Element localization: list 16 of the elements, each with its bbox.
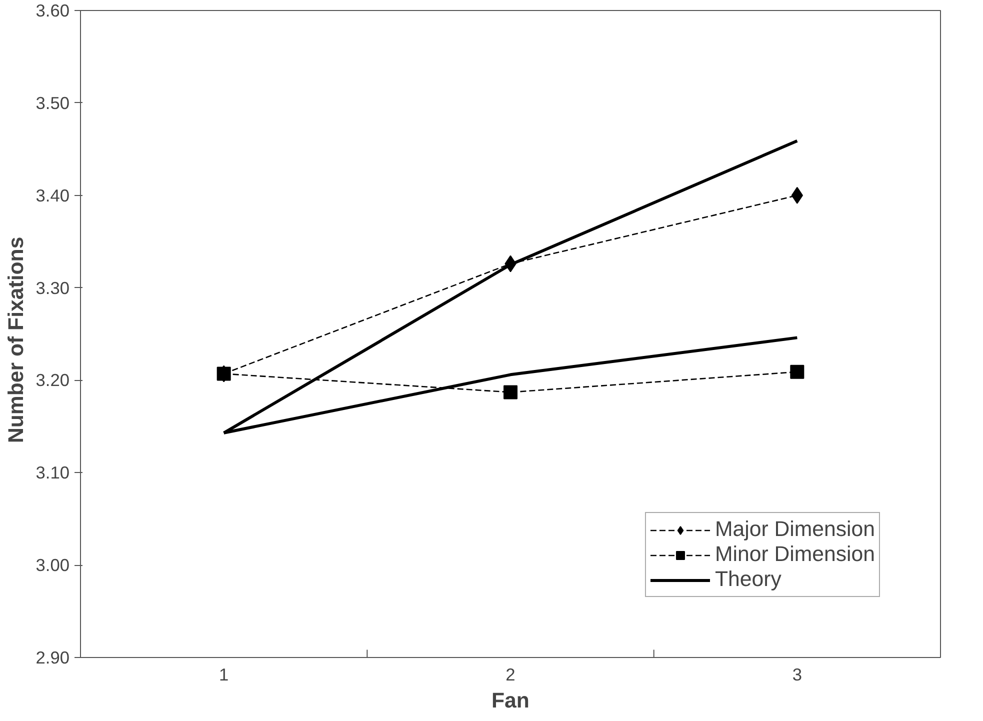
x-tick-label: 2 [506, 664, 516, 684]
y-tick-label: 3.40 [36, 185, 70, 206]
legend-label: Theory [714, 567, 782, 592]
x-tick-label: 1 [219, 664, 229, 684]
y-tick-label: 2.90 [36, 648, 70, 668]
x-tick-label: 3 [792, 664, 802, 684]
y-tick-label: 3.00 [36, 555, 70, 576]
y-tick-label: 3.60 [36, 0, 70, 20]
y-tick-label: 3.20 [36, 370, 70, 390]
y-axis-title: Number of Fixations [4, 236, 28, 444]
y-tick-label: 3.30 [36, 278, 70, 298]
x-axis-title: Fan [492, 688, 530, 712]
y-tick-label: 3.50 [36, 92, 70, 113]
legend-label: Minor Dimension [714, 542, 875, 567]
y-tick-label: 3.10 [36, 462, 70, 483]
legend-label: Major Dimension [714, 517, 875, 542]
